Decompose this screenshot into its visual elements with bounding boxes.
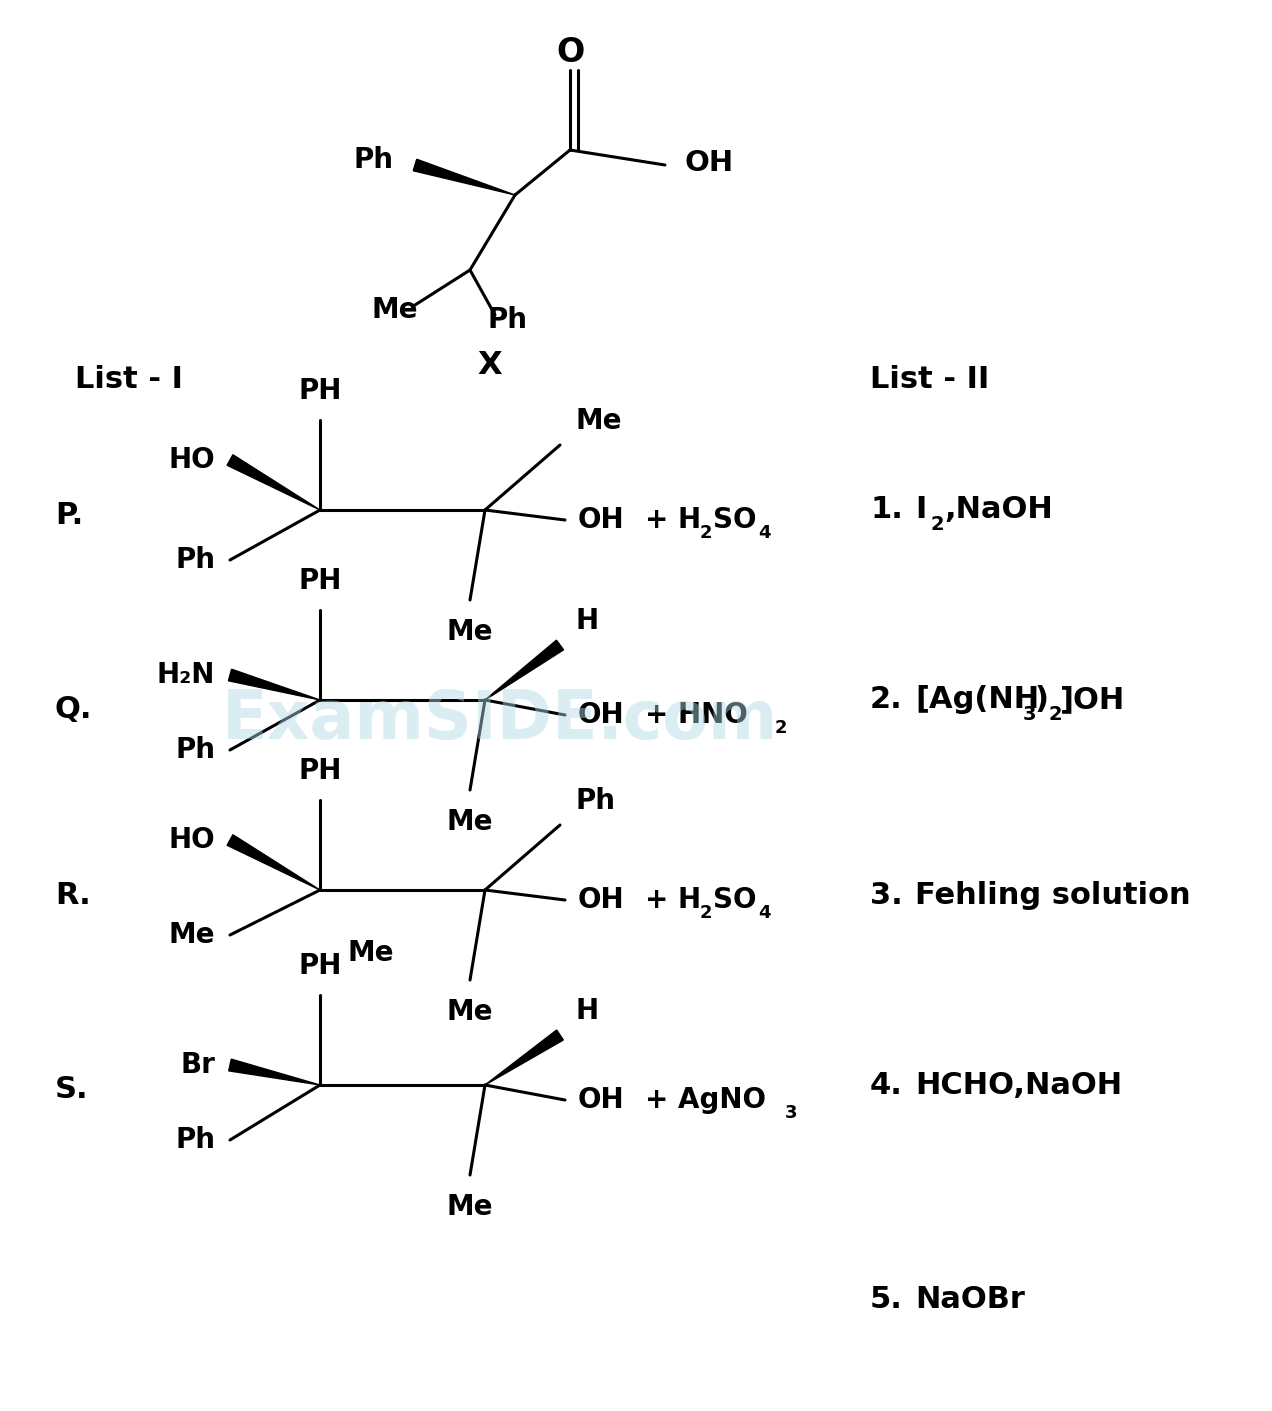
Text: Me: Me <box>446 809 494 835</box>
Text: 3: 3 <box>1023 704 1037 724</box>
Text: Me: Me <box>349 938 394 967</box>
Text: Me: Me <box>168 921 215 950</box>
Text: R.: R. <box>55 880 90 910</box>
Text: OH: OH <box>577 507 625 533</box>
Text: OH: OH <box>577 886 625 914</box>
Text: 4: 4 <box>758 904 771 921</box>
Polygon shape <box>229 669 321 700</box>
Text: Q.: Q. <box>55 696 93 724</box>
Text: S.: S. <box>55 1075 89 1105</box>
Text: H: H <box>575 998 598 1024</box>
Text: PH: PH <box>299 377 342 405</box>
Text: 1.: 1. <box>870 495 903 525</box>
Text: NaOBr: NaOBr <box>915 1285 1025 1315</box>
Text: Ph: Ph <box>176 1126 215 1154</box>
Text: ,NaOH: ,NaOH <box>944 495 1053 525</box>
Text: Fehling solution: Fehling solution <box>915 880 1191 910</box>
Text: 4.: 4. <box>870 1071 903 1099</box>
Text: 2: 2 <box>700 904 712 921</box>
Text: PH: PH <box>299 952 342 981</box>
Text: 2: 2 <box>1048 704 1062 724</box>
Text: PH: PH <box>299 567 342 595</box>
Text: ExamSIDE.com: ExamSIDE.com <box>221 687 778 753</box>
Text: + H: + H <box>645 507 701 533</box>
Text: 2: 2 <box>775 720 787 737</box>
Polygon shape <box>228 454 321 509</box>
Text: H: H <box>575 607 598 635</box>
Text: HO: HO <box>168 825 215 854</box>
Text: Me: Me <box>446 618 494 646</box>
Polygon shape <box>485 641 563 700</box>
Text: 2: 2 <box>930 515 944 533</box>
Text: + AgNO: + AgNO <box>645 1086 766 1115</box>
Text: Ph: Ph <box>354 145 393 174</box>
Text: I: I <box>915 495 926 525</box>
Text: 3.: 3. <box>870 880 903 910</box>
Text: Ph: Ph <box>488 306 528 334</box>
Text: P.: P. <box>55 501 83 529</box>
Text: [Ag(NH: [Ag(NH <box>915 686 1039 714</box>
Text: + HNO: + HNO <box>645 701 748 729</box>
Text: OH: OH <box>686 150 734 176</box>
Text: Me: Me <box>446 998 494 1026</box>
Text: ]OH: ]OH <box>1060 686 1126 714</box>
Text: Me: Me <box>446 1192 494 1221</box>
Text: Me: Me <box>575 406 622 435</box>
Text: OH: OH <box>577 1086 625 1115</box>
Text: 2.: 2. <box>870 686 903 714</box>
Text: SO: SO <box>714 507 757 533</box>
Text: ): ) <box>1035 686 1049 714</box>
Text: 3: 3 <box>785 1103 798 1122</box>
Text: 2: 2 <box>700 523 712 542</box>
Text: SO: SO <box>714 886 757 914</box>
Polygon shape <box>228 835 321 890</box>
Text: HCHO,NaOH: HCHO,NaOH <box>915 1071 1122 1099</box>
Text: Me: Me <box>371 296 418 325</box>
Text: 5.: 5. <box>870 1285 903 1315</box>
Text: 4: 4 <box>758 523 771 542</box>
Text: X: X <box>478 350 502 381</box>
Text: H₂N: H₂N <box>156 660 215 689</box>
Text: OH: OH <box>577 701 625 729</box>
Text: O: O <box>556 35 584 69</box>
Text: Br: Br <box>181 1051 215 1079</box>
Text: Ph: Ph <box>575 787 614 816</box>
Text: Ph: Ph <box>176 737 215 763</box>
Polygon shape <box>485 1030 563 1085</box>
Text: + H: + H <box>645 886 701 914</box>
Text: List - II: List - II <box>870 365 990 395</box>
Text: PH: PH <box>299 756 342 785</box>
Text: Ph: Ph <box>176 546 215 574</box>
Text: HO: HO <box>168 446 215 474</box>
Text: List - I: List - I <box>75 365 183 395</box>
Polygon shape <box>413 159 515 195</box>
Polygon shape <box>229 1060 321 1085</box>
